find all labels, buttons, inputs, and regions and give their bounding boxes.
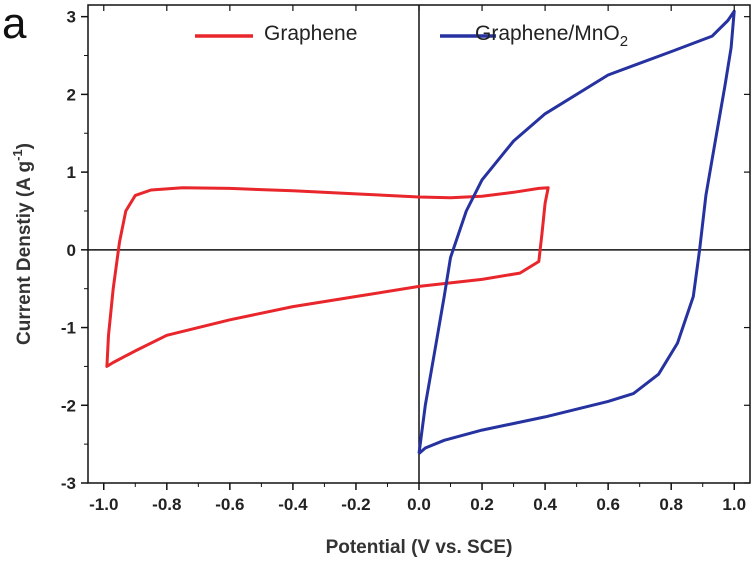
- series-line-graphene-mno2: [417, 9, 736, 455]
- x-tick-label: 0.4: [533, 495, 557, 514]
- x-tick-label: 0.0: [407, 495, 431, 514]
- y-axis-ticks: -3 -2 -1 0 1 2 3: [61, 8, 750, 493]
- legend-label-subscript: 2: [620, 33, 628, 50]
- y-axis-title-exponent: -1: [10, 149, 25, 161]
- y-tick-label: 1: [67, 163, 76, 182]
- x-tick-label: 0.2: [470, 495, 494, 514]
- y-tick-label: 2: [67, 85, 76, 104]
- x-tick-label: -0.8: [152, 495, 181, 514]
- zero-lines: [88, 5, 750, 483]
- y-tick-label: 0: [67, 241, 76, 260]
- x-tick-label: 1.0: [722, 495, 746, 514]
- x-tick-label: -0.2: [341, 495, 370, 514]
- legend: Graphene Graphene/MnO2: [195, 22, 628, 50]
- series-line-graphene: [105, 186, 550, 368]
- x-axis-title: Potential (V vs. SCE): [326, 537, 513, 558]
- x-tick-label: 0.8: [659, 495, 683, 514]
- x-tick-label: -0.4: [278, 495, 308, 514]
- series-layer: [105, 9, 736, 455]
- y-tick-label: 3: [67, 8, 76, 27]
- x-tick-label: -0.6: [215, 495, 244, 514]
- x-tick-label: -1.0: [89, 495, 118, 514]
- legend-label-graphene: Graphene: [264, 22, 357, 45]
- x-axis-ticks: -1.0 -0.8 -0.6 -0.4 -0.2 0.0 0.2 0.4 0.6 0.8 1.0: [89, 5, 746, 514]
- panel-label: a: [2, 0, 27, 48]
- legend-label-graphene-mno2: Graphene/MnO2: [475, 22, 628, 50]
- y-tick-label: -3: [61, 474, 76, 493]
- y-axis-title-close: ): [14, 143, 35, 149]
- y-axis-title: Current Denstiy (A g-1): [10, 143, 35, 345]
- legend-label-main: Graphene/MnO: [475, 22, 620, 45]
- x-tick-label: 0.6: [596, 495, 620, 514]
- y-tick-label: -1: [61, 319, 76, 338]
- y-tick-label: -2: [61, 396, 76, 415]
- y-axis-title-main: Current Denstiy (A g: [14, 161, 35, 345]
